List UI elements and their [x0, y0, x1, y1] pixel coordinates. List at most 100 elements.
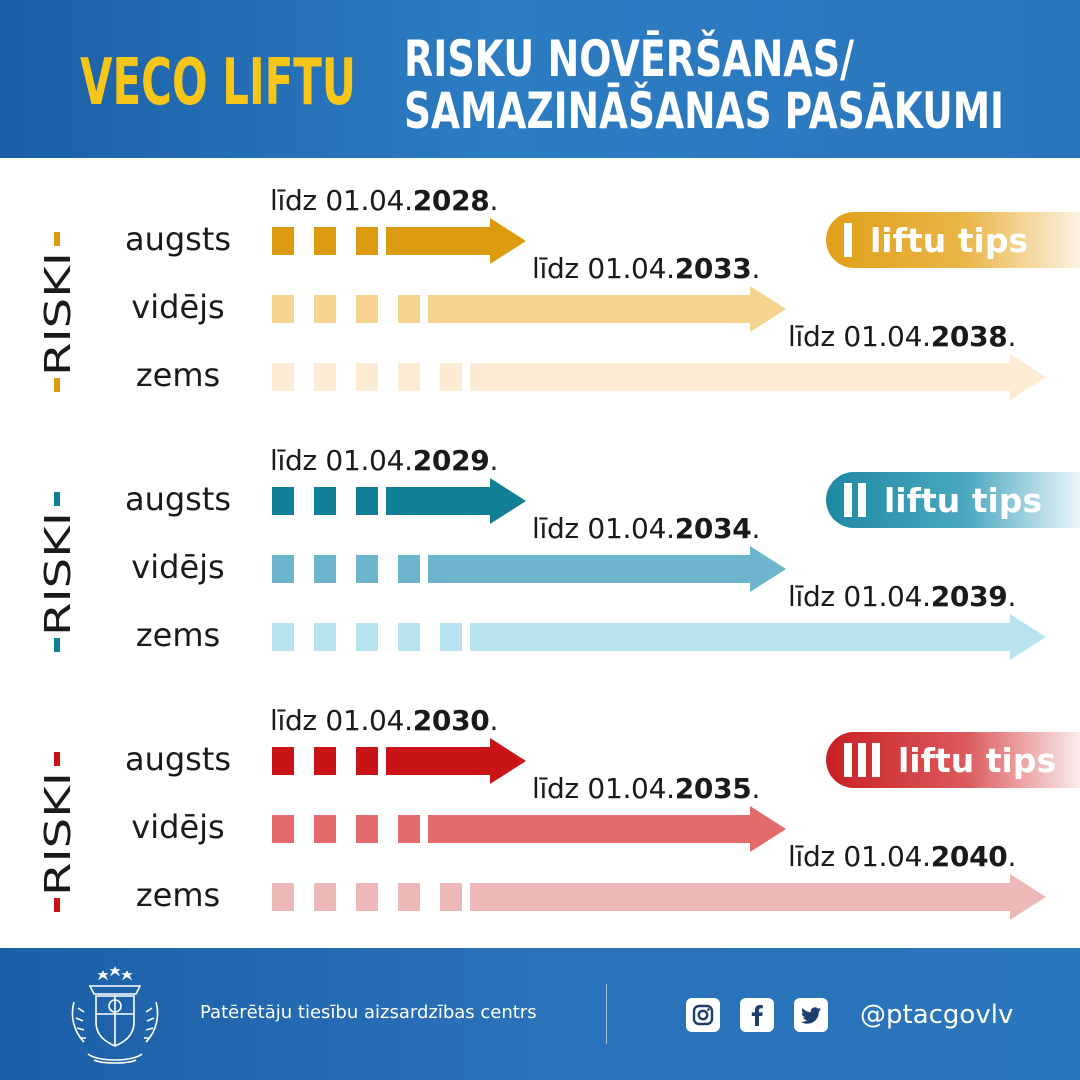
title-right: RISKU NOVĒRŠANAS/ SAMAZINĀŠANAS PASĀKUMI: [404, 29, 1004, 140]
arrow-dash: [398, 815, 420, 843]
risk-mark-bottom: [54, 638, 60, 652]
arrow-dash: [356, 555, 378, 583]
arrow-dash: [440, 623, 462, 651]
lift-type-label: liftu tips: [898, 740, 1057, 780]
risk-mark-top: [54, 752, 60, 766]
risk-label: RISKI: [38, 772, 79, 896]
twitter-icon[interactable]: [794, 998, 828, 1032]
lift-type-1-section: RISKI augsts vidējs zems līdz 01.04.2028…: [0, 160, 1080, 420]
arrow-dash: [356, 883, 378, 911]
arrow-dash: [314, 883, 336, 911]
lift-type-badge: liftu tips: [826, 472, 1080, 528]
level-high-label: augsts: [124, 220, 232, 258]
deadline-mid: līdz 01.04.2035.: [532, 772, 761, 805]
deadline-mid: līdz 01.04.2033.: [532, 252, 761, 285]
arrow-dash: [314, 747, 336, 775]
arrow-low: [272, 874, 1046, 920]
risk-vertical-label: RISKI: [38, 752, 79, 912]
arrow-dash: [272, 555, 294, 583]
risk-vertical-label: RISKI: [38, 492, 79, 652]
arrow-mid: [272, 806, 786, 852]
roman-numeral-icon: [844, 223, 852, 257]
deadline-high: līdz 01.04.2028.: [270, 184, 499, 217]
arrow-dash: [272, 487, 294, 515]
header-banner: VECO LIFTU RISKU NOVĒRŠANAS/ SAMAZINĀŠAN…: [0, 0, 1080, 158]
roman-bar: [844, 743, 852, 777]
arrow-body: [428, 546, 786, 592]
risk-vertical-label: RISKI: [38, 232, 79, 392]
roman-bar: [858, 483, 866, 517]
roman-bar: [844, 223, 852, 257]
roman-bar: [872, 743, 880, 777]
level-low-label: zems: [135, 356, 221, 394]
title-left-text: VECO LIFTU: [80, 46, 356, 120]
arrow-dash: [314, 555, 336, 583]
title-right-line1: RISKU NOVĒRŠANAS/: [404, 29, 855, 88]
risk-mark-bottom: [54, 898, 60, 912]
arrow-dash: [272, 815, 294, 843]
arrow-low: [272, 354, 1046, 400]
arrow-dash: [314, 295, 336, 323]
lift-type-badge: liftu tips: [826, 212, 1080, 268]
arrow-dash: [356, 487, 378, 515]
arrow-mid: [272, 286, 786, 332]
deadline-low: līdz 01.04.2039.: [788, 580, 1017, 613]
arrow-dash: [272, 363, 294, 391]
lift-type-badge: liftu tips: [826, 732, 1080, 788]
roman-numeral-icon: [844, 743, 880, 777]
arrow-low: [272, 614, 1046, 660]
arrow-body: [470, 354, 1046, 400]
arrow-dash: [398, 883, 420, 911]
risk-mark-top: [54, 492, 60, 506]
arrow-body: [386, 218, 526, 264]
risk-mark-top: [54, 232, 60, 246]
level-mid-label: vidējs: [131, 808, 225, 846]
arrow-dash: [356, 227, 378, 255]
facebook-icon[interactable]: [740, 998, 774, 1032]
arrow-dash: [440, 883, 462, 911]
arrow-dash: [356, 363, 378, 391]
deadline-low: līdz 01.04.2038.: [788, 320, 1017, 353]
organization-name: Patērētāju tiesību aizsardzības centrs: [200, 1002, 537, 1023]
arrow-dash: [356, 815, 378, 843]
arrow-dash: [314, 227, 336, 255]
arrow-dash: [356, 747, 378, 775]
social-handle[interactable]: @ptacgovlv: [860, 1000, 1014, 1030]
arrow-dash: [272, 295, 294, 323]
deadline-low: līdz 01.04.2040.: [788, 840, 1017, 873]
arrow-mid: [272, 546, 786, 592]
risk-label: RISKI: [38, 512, 79, 636]
arrow-body: [386, 478, 526, 524]
arrow-dash: [356, 623, 378, 651]
arrow-dash: [314, 487, 336, 515]
arrow-dash: [398, 363, 420, 391]
arrow-dash: [272, 227, 294, 255]
roman-bar: [844, 483, 852, 517]
lift-type-label: liftu tips: [870, 220, 1029, 260]
level-high-label: augsts: [124, 740, 232, 778]
coat-of-arms-icon: [71, 966, 159, 1064]
arrow-dash: [398, 555, 420, 583]
instagram-icon[interactable]: [686, 998, 720, 1032]
arrow-body: [428, 806, 786, 852]
arrow-body: [470, 874, 1046, 920]
lift-type-label: liftu tips: [884, 480, 1043, 520]
arrow-high: [272, 218, 526, 264]
arrow-dash: [314, 815, 336, 843]
title-right-line2: SAMAZINĀŠANAS PASĀKUMI: [404, 81, 1004, 140]
footer-divider: [606, 984, 607, 1044]
arrow-body: [386, 738, 526, 784]
arrow-dash: [398, 295, 420, 323]
risk-label: RISKI: [38, 252, 79, 376]
arrow-dash: [398, 623, 420, 651]
title-left: VECO LIFTU: [80, 46, 356, 120]
arrow-dash: [272, 747, 294, 775]
arrow-high: [272, 738, 526, 784]
arrow-body: [470, 614, 1046, 660]
deadline-mid: līdz 01.04.2034.: [532, 512, 761, 545]
lift-type-3-section: RISKI augsts vidējs zems līdz 01.04.2030…: [0, 680, 1080, 940]
arrow-dash: [356, 295, 378, 323]
level-low-label: zems: [135, 616, 221, 654]
arrow-dash: [272, 883, 294, 911]
level-mid-label: vidējs: [131, 288, 225, 326]
